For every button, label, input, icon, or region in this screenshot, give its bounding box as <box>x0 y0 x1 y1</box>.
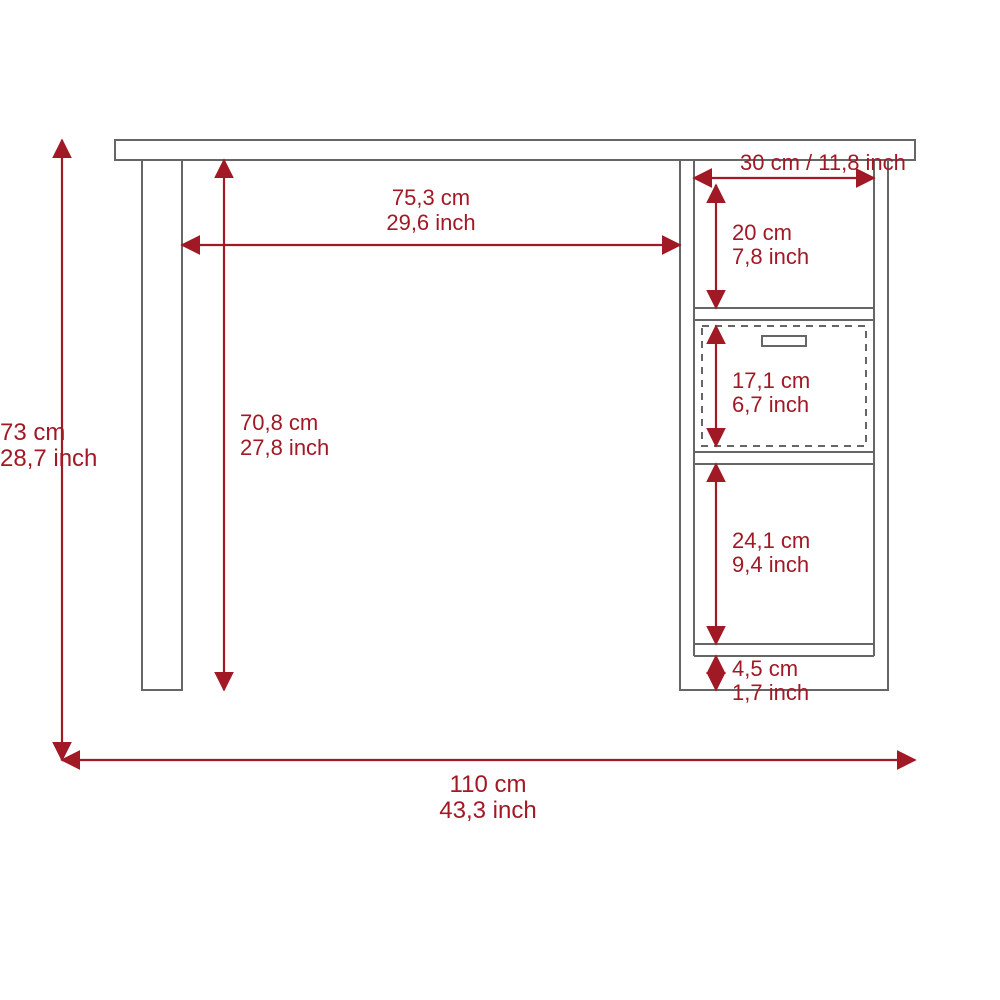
dim-top-opening-in: 29,6 inch <box>386 210 475 235</box>
dim-shelf2-in: 9,4 inch <box>732 552 809 577</box>
dim-shelf1-in: 7,8 inch <box>732 244 809 269</box>
dim-overall-width-in: 43,3 inch <box>439 797 536 824</box>
dim-leg-height-cm: 70,8 cm <box>240 410 318 435</box>
dimension-diagram: 73 cm 28,7 inch 110 cm 43,3 inch 75,3 cm… <box>0 0 1000 1000</box>
dim-toekick-cm: 4,5 cm <box>732 656 798 681</box>
dim-drawer-cm: 17,1 cm <box>732 368 810 393</box>
dim-leg-height-in: 27,8 inch <box>240 435 329 460</box>
dim-overall-height-in: 28,7 inch <box>0 445 97 472</box>
dim-overall-height-cm: 73 cm <box>0 419 65 446</box>
dim-top-opening-cm: 75,3 cm <box>392 185 470 210</box>
dim-toekick-in: 1,7 inch <box>732 680 809 705</box>
dimensions: 73 cm 28,7 inch 110 cm 43,3 inch 75,3 cm… <box>0 140 915 824</box>
dim-shelf2-cm: 24,1 cm <box>732 528 810 553</box>
dim-shelf1-cm: 20 cm <box>732 220 792 245</box>
dim-cabinet-width: 30 cm / 11,8 inch <box>740 150 906 175</box>
dim-drawer-in: 6,7 inch <box>732 392 809 417</box>
dim-overall-width-cm: 110 cm <box>450 771 527 798</box>
